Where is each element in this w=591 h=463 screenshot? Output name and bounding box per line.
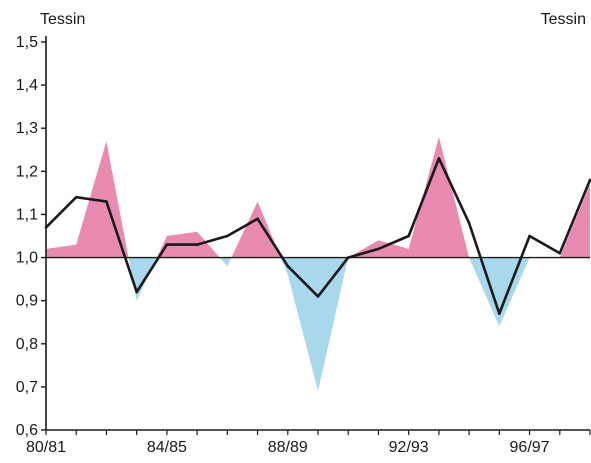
x-tick-label: 92/93 — [389, 439, 429, 456]
area-series — [46, 136, 590, 392]
y-tick-label: 1,3 — [16, 120, 38, 137]
y-tick-label: 1,1 — [16, 206, 38, 223]
area-below-baseline-3 — [219, 257, 232, 267]
line-point — [165, 243, 169, 246]
x-tick-label: 96/97 — [510, 439, 550, 456]
line-point — [316, 295, 320, 298]
area-above-baseline-0 — [46, 141, 129, 258]
line-point — [44, 226, 48, 229]
line-point — [588, 178, 591, 182]
axes — [41, 36, 591, 435]
x-tick-label: 84/85 — [147, 439, 187, 456]
area-below-baseline-5 — [280, 257, 349, 392]
line-point — [105, 200, 108, 203]
area-above-baseline-8 — [559, 184, 590, 258]
x-tick-label: 80/81 — [26, 439, 66, 456]
line-point — [407, 234, 410, 238]
area-above-baseline-4 — [231, 201, 281, 258]
line-point — [74, 195, 78, 199]
line-point — [286, 264, 290, 268]
line-point — [498, 312, 501, 315]
region-label-left: Tessin — [40, 11, 85, 28]
area-below-baseline-7 — [469, 257, 530, 327]
y-tick-label: 0,6 — [16, 422, 38, 439]
y-tick-label: 1,4 — [16, 77, 38, 94]
y-tick-label: 0,7 — [16, 379, 38, 396]
y-tick-label: 1,2 — [16, 163, 38, 180]
y-tick-label: 0,9 — [16, 293, 38, 310]
region-label-right: Tessin — [541, 11, 586, 28]
line-point — [256, 217, 259, 221]
line-point — [467, 221, 471, 225]
area-above-baseline-6 — [348, 136, 470, 258]
x-tick-label: 88/89 — [268, 439, 308, 456]
line-point — [135, 290, 138, 294]
axis-labels: 0,6 0,7 0,8 0,9 1,0 1,1 1,2 1,3 1,4 1,5 80/81 84/85… — [16, 34, 550, 456]
line-point — [346, 256, 350, 259]
y-tick-label: 0,8 — [16, 336, 38, 353]
line-point — [558, 251, 562, 255]
line-point — [437, 157, 441, 160]
line-point — [195, 243, 199, 246]
line-point — [377, 247, 380, 251]
y-tick-label: 1,0 — [16, 250, 38, 267]
y-tick-label: 1,5 — [16, 34, 38, 51]
line-point — [226, 234, 229, 238]
line-series — [44, 157, 591, 315]
line-point — [528, 234, 531, 238]
